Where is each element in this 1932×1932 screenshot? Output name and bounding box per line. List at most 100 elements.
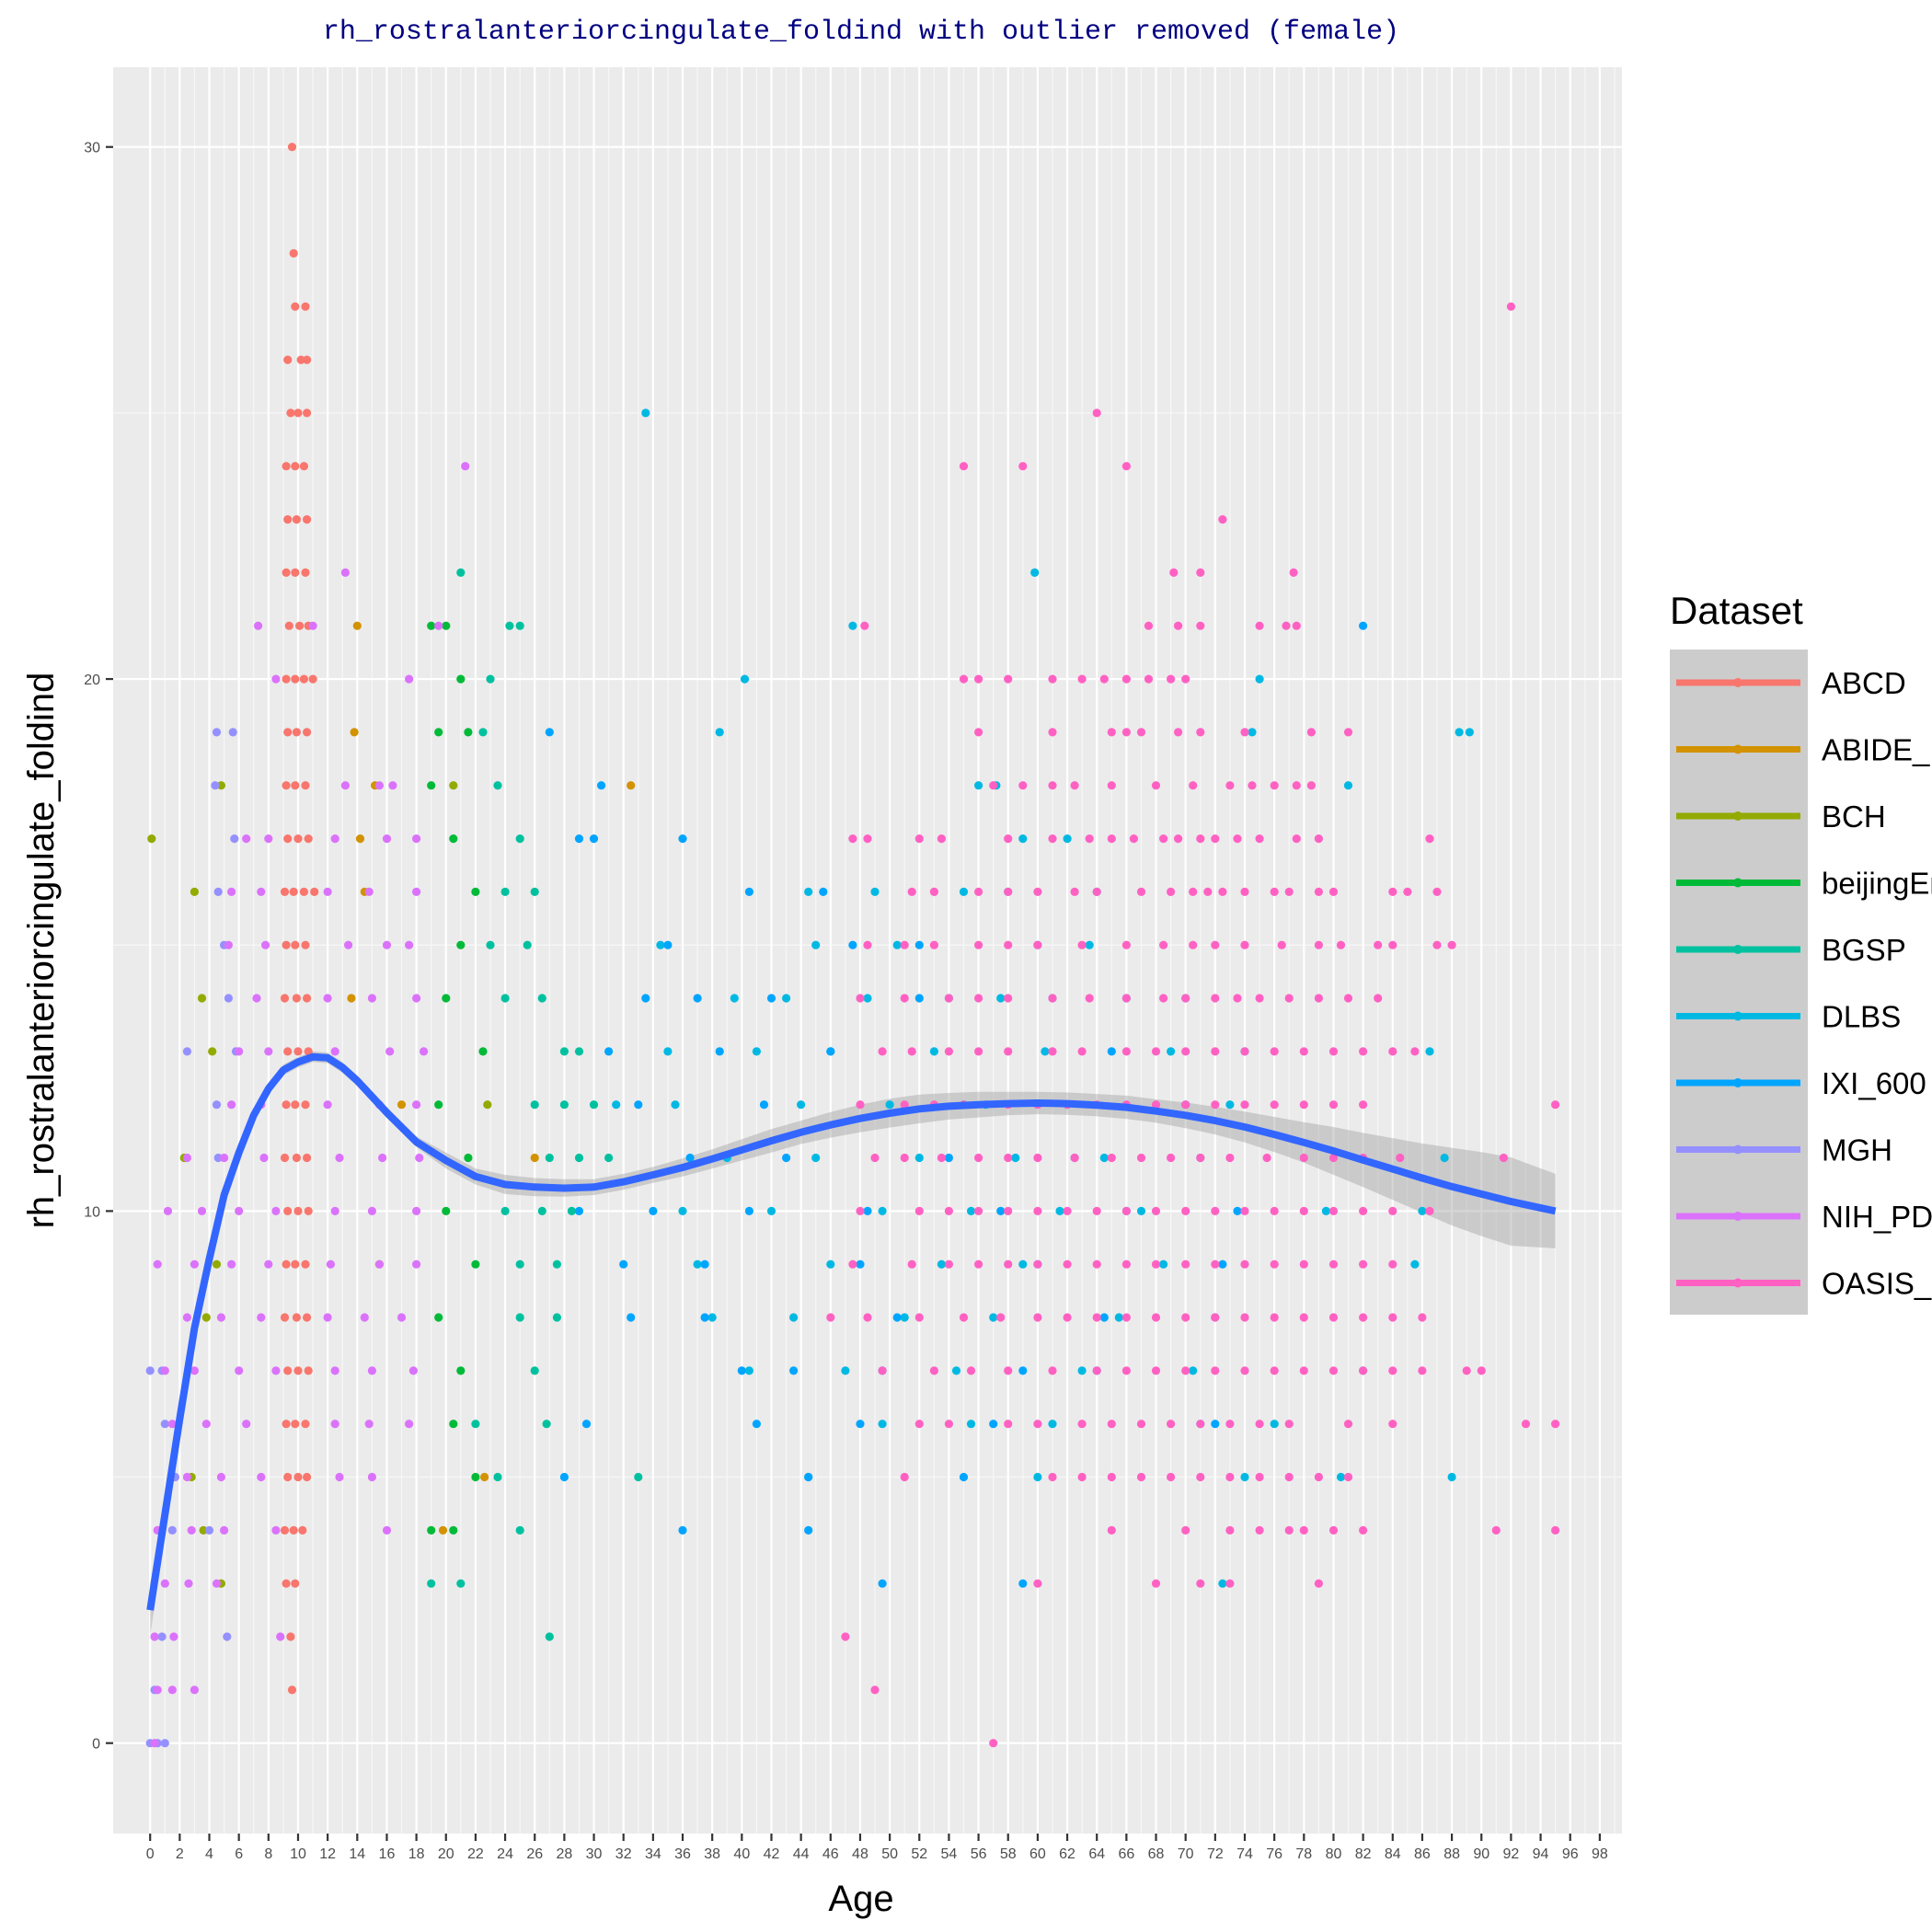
- data-point: [427, 781, 436, 790]
- data-point: [1328, 887, 1339, 897]
- data-point: [352, 621, 362, 630]
- data-point: [449, 1525, 458, 1535]
- legend-point: [1733, 1144, 1742, 1155]
- data-point: [1136, 1153, 1146, 1163]
- data-point: [374, 1259, 384, 1269]
- data-point: [293, 1366, 303, 1375]
- data-point: [1018, 781, 1028, 790]
- x-tick-label: 14: [349, 1846, 365, 1862]
- data-point: [574, 834, 584, 844]
- data-point: [914, 940, 924, 949]
- data-point: [283, 1472, 293, 1482]
- legend-label: ABCD: [1822, 666, 1906, 700]
- data-point: [996, 994, 1006, 1003]
- data-point: [1077, 1366, 1087, 1375]
- data-point: [678, 834, 687, 844]
- data-point: [280, 1153, 290, 1163]
- data-point: [1289, 568, 1298, 578]
- data-point: [1306, 781, 1316, 790]
- data-point: [347, 994, 356, 1003]
- data-point: [1418, 1313, 1427, 1322]
- data-point: [303, 1472, 312, 1482]
- data-point: [878, 1206, 887, 1215]
- x-tick-label: 48: [852, 1846, 868, 1862]
- data-point: [280, 994, 290, 1003]
- data-point: [1328, 1153, 1339, 1163]
- data-point: [284, 621, 293, 630]
- data-point: [752, 1047, 762, 1056]
- data-point: [500, 994, 510, 1003]
- y-axis-title: rh_rostralanteriorcingulate_foldind: [21, 673, 62, 1229]
- legend-item: BCH: [1676, 799, 1886, 834]
- x-tick-label: 16: [379, 1846, 396, 1862]
- data-point: [907, 1259, 916, 1269]
- x-tick-label: 4: [205, 1846, 213, 1862]
- data-point: [1063, 834, 1072, 844]
- data-point: [420, 1047, 429, 1056]
- data-point: [989, 781, 998, 790]
- data-point: [944, 1047, 953, 1056]
- legend-label: BCH: [1822, 799, 1886, 834]
- data-point: [567, 1206, 577, 1215]
- x-tick-label: 96: [1562, 1846, 1579, 1862]
- data-point: [530, 1366, 539, 1375]
- data-point: [1255, 994, 1264, 1003]
- x-tick-label: 8: [264, 1846, 272, 1862]
- data-point: [856, 1259, 865, 1269]
- data-point: [291, 1259, 300, 1269]
- data-point: [1455, 728, 1464, 737]
- data-point: [367, 1206, 376, 1215]
- legend-point: [1733, 1011, 1742, 1021]
- data-point: [282, 781, 291, 790]
- data-point: [187, 1525, 196, 1535]
- x-tick-label: 42: [764, 1846, 780, 1862]
- data-point: [1388, 1206, 1397, 1215]
- data-point: [1240, 1313, 1249, 1322]
- data-point: [1077, 940, 1087, 949]
- x-tick-label: 64: [1088, 1846, 1105, 1862]
- legend-title: Dataset: [1670, 589, 1803, 632]
- data-point: [1121, 940, 1131, 949]
- data-point: [1218, 515, 1227, 524]
- data-point: [1255, 674, 1264, 684]
- data-point: [856, 1420, 865, 1429]
- data-point: [914, 1153, 924, 1163]
- data-point: [1418, 1206, 1427, 1215]
- data-point: [201, 1313, 211, 1322]
- data-point: [552, 1259, 562, 1269]
- x-tick-label: 74: [1236, 1846, 1253, 1862]
- data-point: [1151, 1579, 1161, 1588]
- data-point: [330, 1206, 339, 1215]
- legend-label: MGH: [1822, 1133, 1892, 1167]
- data-point: [213, 887, 223, 897]
- data-point: [937, 1259, 946, 1269]
- y-tick-label: 30: [84, 141, 100, 156]
- data-point: [1018, 1366, 1028, 1375]
- data-point: [211, 781, 220, 790]
- x-tick-label: 28: [556, 1846, 572, 1862]
- data-point: [989, 1420, 998, 1429]
- data-point: [856, 1206, 865, 1215]
- data-point: [408, 1366, 418, 1375]
- data-point: [224, 940, 233, 949]
- data-point: [537, 1206, 546, 1215]
- data-point: [385, 1047, 395, 1056]
- data-point: [1292, 781, 1301, 790]
- data-point: [744, 887, 754, 897]
- data-point: [914, 834, 924, 844]
- data-point: [224, 994, 233, 1003]
- smooth-line: [146, 1052, 1557, 1611]
- data-point: [1388, 887, 1397, 897]
- data-point: [1167, 887, 1176, 897]
- data-point: [1151, 781, 1161, 790]
- data-point: [929, 940, 939, 949]
- data-point: [959, 1313, 969, 1322]
- legend-label: OASIS_3: [1822, 1267, 1932, 1301]
- data-point: [427, 1525, 436, 1535]
- data-point: [1499, 1153, 1508, 1163]
- data-point: [1004, 1366, 1013, 1375]
- data-point: [264, 1047, 273, 1056]
- data-point: [434, 1313, 443, 1322]
- data-point: [303, 1153, 312, 1163]
- data-point: [974, 1259, 983, 1269]
